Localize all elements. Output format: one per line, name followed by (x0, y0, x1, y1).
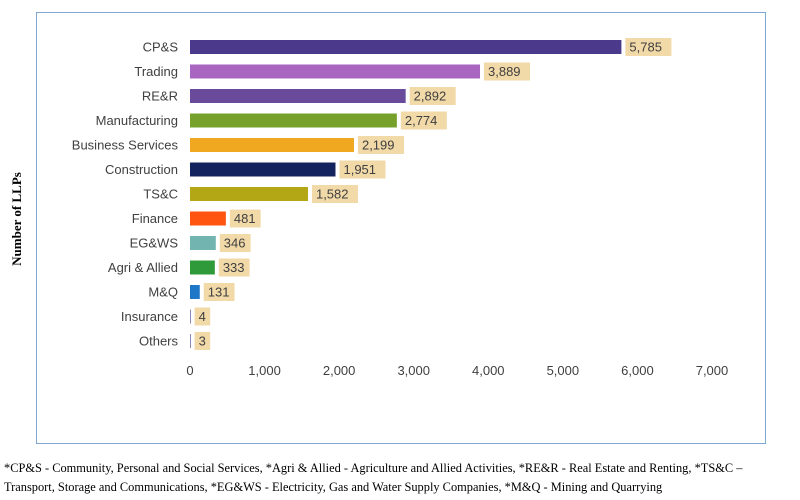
bar (190, 211, 226, 226)
data-label: 2,892 (414, 89, 447, 104)
data-label-background (219, 234, 251, 252)
bar (190, 64, 481, 79)
category-label: Trading (134, 64, 178, 79)
category-label: RE&R (142, 89, 178, 104)
data-label-background (229, 209, 261, 228)
bar-chart: Number of LLPs CP&S 5,785 Trading 3,889 RE&R… (9, 38, 729, 378)
category-label: Finance (132, 211, 178, 226)
data-label-background (409, 87, 456, 105)
x-tick-label: 2,000 (323, 363, 356, 378)
data-label: 5,785 (629, 40, 662, 55)
data-label-background (194, 307, 211, 326)
bar (190, 89, 406, 103)
category-label: Others (139, 334, 179, 349)
data-label: 131 (208, 285, 230, 300)
category-label: Construction (105, 162, 178, 177)
data-label-background (357, 136, 404, 154)
category-label: EG&WS (130, 236, 179, 251)
x-tick-label: 5,000 (547, 363, 580, 378)
data-label-background (625, 38, 672, 56)
category-label: Agri & Allied (108, 260, 178, 275)
bar (190, 138, 354, 152)
bar (190, 187, 308, 201)
data-label: 1,951 (343, 162, 376, 177)
category-label: TS&C (143, 187, 178, 202)
x-tick-label: 4,000 (472, 363, 505, 378)
bar (190, 260, 215, 275)
bar (190, 309, 191, 324)
x-tick-label: 0 (186, 363, 193, 378)
data-label: 1,582 (316, 187, 349, 202)
data-label: 346 (224, 236, 246, 251)
data-label-background (339, 160, 386, 179)
category-label: M&Q (148, 285, 178, 300)
x-tick-label: 3,000 (397, 363, 430, 378)
data-label: 333 (223, 260, 245, 275)
x-tick-label: 6,000 (621, 363, 654, 378)
bar (190, 236, 216, 250)
category-label: CP&S (143, 40, 179, 55)
data-label-background (311, 185, 358, 203)
y-axis-title: Number of LLPs (9, 172, 24, 266)
data-label: 2,199 (362, 138, 395, 153)
category-label: Insurance (121, 309, 178, 324)
data-label: 2,774 (405, 113, 438, 128)
chart-frame: Number of LLPs CP&S 5,785 Trading 3,889 RE&R… (9, 12, 766, 444)
bar (190, 113, 397, 128)
bar (190, 162, 336, 177)
bar (190, 40, 622, 54)
data-label: 481 (234, 211, 256, 226)
category-label: Business Services (72, 138, 179, 153)
x-tick-label: 7,000 (696, 363, 729, 378)
data-label: 4 (199, 309, 206, 324)
data-label: 3 (199, 334, 206, 349)
data-label-background (400, 111, 447, 130)
data-label-background (203, 283, 235, 301)
footnote: *CP&S - Community, Personal and Social S… (4, 461, 743, 494)
bar (190, 334, 191, 348)
data-label-background (484, 62, 531, 81)
data-label-background (194, 332, 211, 350)
category-label: Manufacturing (96, 113, 178, 128)
data-label-background (218, 258, 250, 277)
data-label: 3,889 (488, 64, 521, 79)
x-tick-label: 1,000 (248, 363, 281, 378)
bar (190, 285, 200, 299)
